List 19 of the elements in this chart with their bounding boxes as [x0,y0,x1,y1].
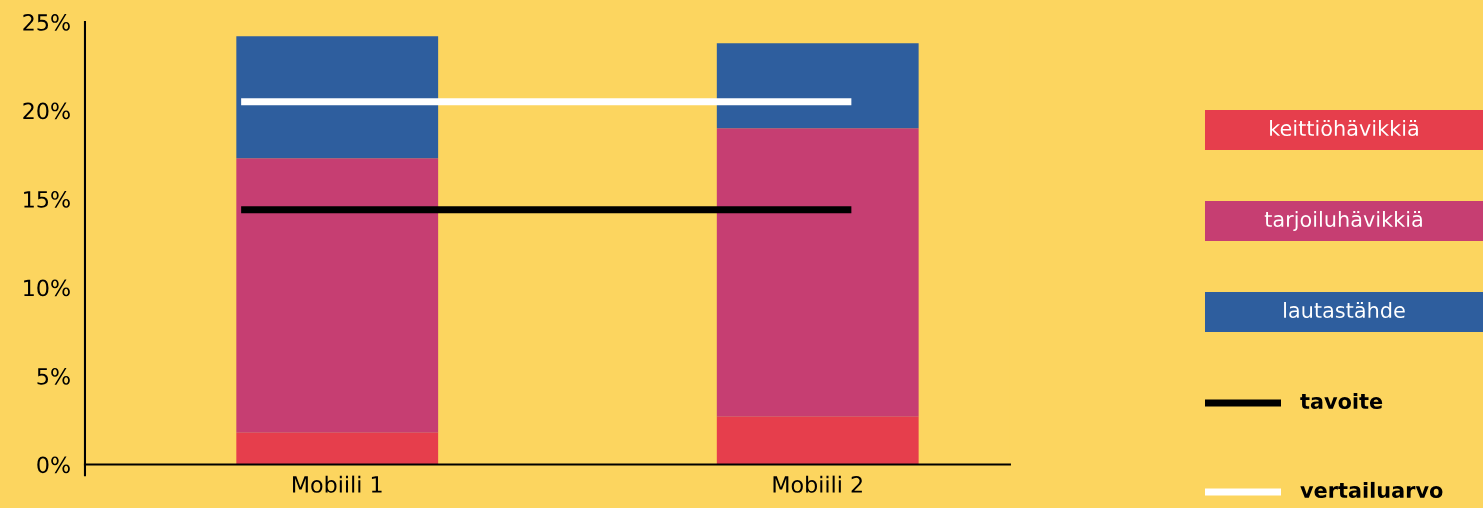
bar [716,416,919,465]
x-tick-label: Mobiili 2 [773,475,862,493]
text: keittiöhävikkiä [1270,119,1418,137]
y-tick-label: 25% [23,14,70,31]
x-tick-label: Mobiili 1 [293,475,382,493]
y-tick-label: 15% [24,190,70,208]
bar [716,43,919,129]
y-tick-label: 10% [24,279,70,297]
y-tick-label: 20% [23,102,70,120]
y-tick-label: 0% [37,456,70,474]
bar [236,432,439,465]
bar [716,128,919,417]
legend-label: tavoite [1300,392,1383,410]
legend-label: vertailuarvo [1300,481,1443,499]
text: lautastähde [1284,301,1405,319]
y-tick-label: 5% [37,367,70,385]
text: tarjoiluhävikkiä [1264,210,1422,232]
bar [236,158,439,433]
bar [236,36,439,159]
